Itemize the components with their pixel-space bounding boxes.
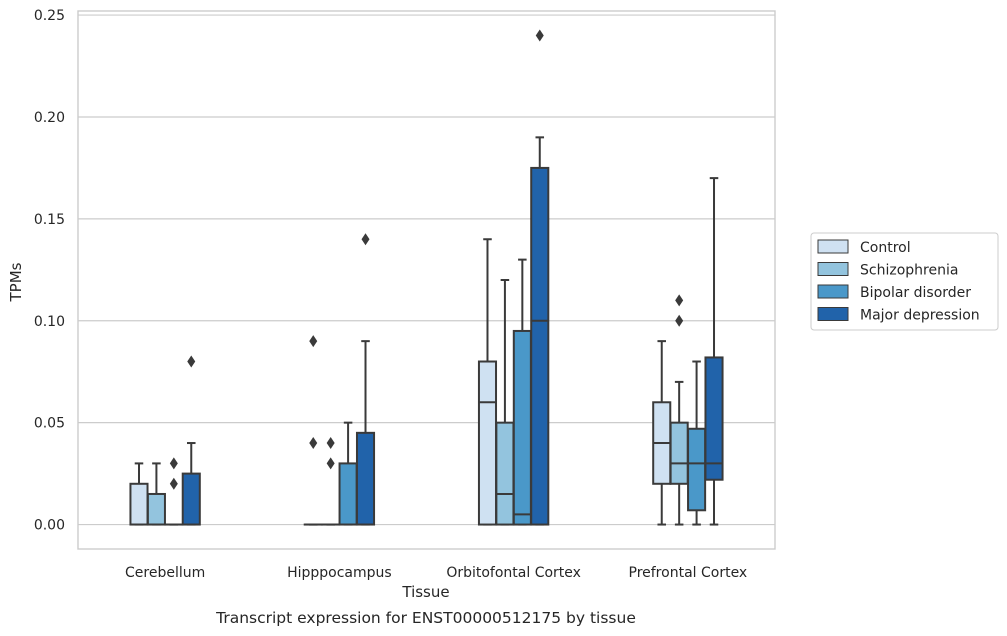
y-tick-label: 0.15 <box>34 212 65 228</box>
box-body <box>687 427 707 512</box>
legend-swatch <box>817 307 849 321</box>
box-major-depression <box>181 355 201 526</box>
outlier-point <box>309 335 318 348</box>
y-tick-label: 0.20 <box>34 110 65 126</box>
box-body <box>338 462 358 526</box>
box-body <box>355 431 376 526</box>
box-bipolar-disorder <box>164 457 184 526</box>
legend-swatch <box>817 262 849 276</box>
chart-title: Transcript expression for ENST0000051217… <box>215 609 636 627</box>
box-body <box>669 421 689 485</box>
y-tick-labels: 0.00 0.05 0.10 0.15 0.20 0.25 <box>34 8 65 533</box>
y-tick-label: 0.00 <box>34 518 65 534</box>
y-tick-label: 0.25 <box>34 8 65 24</box>
outlier-point <box>535 29 544 42</box>
box-body <box>129 482 149 526</box>
legend-swatch <box>817 239 849 254</box>
box-bipolar-disorder <box>512 258 532 526</box>
y-tick-label: 0.10 <box>34 314 65 330</box>
legend-frame <box>810 232 999 331</box>
box-body <box>530 166 550 526</box>
outlier-point <box>187 355 196 368</box>
box-schizophrenia <box>669 294 689 526</box>
legend: Control Schizophrenia Bipolar disorder Majo… <box>810 232 999 331</box>
plot-frame <box>77 10 776 550</box>
y-tick-label: 0.05 <box>34 416 65 432</box>
box-major-depression <box>530 29 550 526</box>
x-tick-label: Cerebellum <box>125 565 205 581</box>
box-major-depression <box>704 177 724 526</box>
outlier-point <box>326 457 335 470</box>
x-tick-labels: Cerebellum Hipppocampus Orbitofontal Corte… <box>125 565 747 581</box>
box-body <box>181 472 201 526</box>
outlier-point <box>675 294 684 307</box>
box-body <box>512 329 532 526</box>
box-body <box>495 421 515 526</box>
x-tick-label: Prefrontal Cortex <box>629 565 748 581</box>
box-body <box>704 356 724 481</box>
box-control <box>303 335 323 526</box>
x-axis-label: Tissue <box>401 583 449 601</box>
legend-label: Control <box>860 240 911 256</box>
box-major-depression <box>355 233 376 526</box>
y-axis-label: TPMs <box>7 262 25 302</box>
outlier-point <box>326 437 335 450</box>
outlier-point <box>169 477 178 490</box>
box-series-group <box>129 29 724 526</box>
box-body <box>146 492 166 526</box>
box-schizophrenia <box>146 462 166 526</box>
x-tick-label: Orbitofontal Cortex <box>446 565 581 581</box>
outlier-point <box>309 437 318 450</box>
x-tick-label: Hipppocampus <box>287 565 392 581</box>
outlier-point <box>675 314 684 327</box>
legend-label: Major depression <box>860 308 980 324</box>
box-control <box>129 462 149 526</box>
legend-label: Schizophrenia <box>860 263 958 279</box>
box-schizophrenia <box>321 437 341 526</box>
box-schizophrenia <box>495 279 515 526</box>
legend-label: Bipolar disorder <box>860 285 971 301</box>
box-bipolar-disorder <box>338 421 358 526</box>
outlier-point <box>361 233 370 246</box>
box-body <box>477 360 498 526</box>
outlier-point <box>169 457 178 470</box>
box-control <box>477 238 498 526</box>
legend-swatch <box>817 284 849 299</box>
